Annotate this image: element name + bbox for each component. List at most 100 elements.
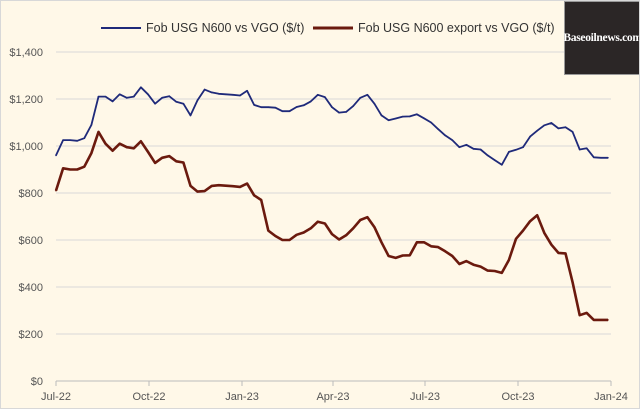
data-point: [217, 184, 220, 187]
data-point: [317, 93, 319, 96]
data-point: [267, 106, 270, 109]
data-point: [578, 148, 581, 151]
data-point: [168, 155, 171, 157]
data-point: [515, 238, 517, 240]
data-point: [97, 95, 100, 98]
data-point: [210, 91, 213, 94]
data-point: [55, 154, 57, 157]
data-point: [324, 222, 326, 225]
data-point: [522, 146, 524, 148]
data-point: [69, 139, 71, 141]
data-point: [508, 259, 510, 261]
data-point: [125, 97, 128, 99]
data-point: [246, 182, 248, 185]
data-point: [430, 121, 432, 124]
data-point: [536, 129, 539, 132]
data-point: [373, 102, 376, 105]
data-point: [154, 102, 156, 105]
data-point: [593, 319, 595, 321]
data-point: [564, 252, 567, 255]
data-point: [458, 263, 461, 265]
x-tick-label: Oct-22: [132, 391, 165, 403]
data-point: [366, 93, 369, 96]
y-tick-label: $400: [19, 282, 43, 294]
y-tick-label: $1,200: [9, 94, 43, 106]
gridlines: [56, 51, 611, 382]
data-point: [239, 186, 241, 188]
data-point: [281, 110, 284, 113]
data-point: [465, 260, 468, 262]
data-point: [585, 312, 588, 314]
data-point: [83, 137, 86, 140]
data-point: [317, 220, 319, 223]
data-point: [133, 147, 135, 150]
x-tick-label: Jan-23: [225, 391, 259, 403]
data-point: [260, 199, 263, 201]
data-point: [111, 149, 114, 152]
data-point: [536, 214, 539, 217]
data-point: [324, 96, 326, 98]
data-point: [437, 128, 439, 130]
data-point: [423, 241, 425, 244]
data-point: [175, 101, 178, 103]
x-tick-label: Jul-23: [410, 391, 440, 403]
x-tick-label: Oct-23: [501, 391, 534, 403]
data-point: [133, 95, 135, 98]
data-point: [182, 161, 185, 164]
data-point: [118, 93, 121, 96]
data-point: [444, 134, 447, 137]
data-point: [140, 86, 142, 89]
y-tick-label: $600: [19, 235, 43, 247]
data-point: [260, 106, 263, 109]
data-point: [359, 97, 362, 99]
data-point: [62, 167, 64, 170]
data-point: [288, 239, 291, 241]
data-point: [90, 124, 93, 126]
data-point: [274, 106, 277, 109]
data-point: [593, 156, 595, 159]
data-point: [401, 254, 404, 257]
y-tick-label: $1,400: [9, 47, 43, 59]
data-point: [189, 185, 192, 187]
data-point: [62, 139, 64, 141]
data-point: [550, 122, 553, 124]
data-point: [557, 252, 560, 254]
data-point: [69, 168, 71, 171]
data-point: [571, 281, 574, 284]
data-point: [416, 113, 418, 116]
data-point: [83, 165, 86, 168]
data-point: [550, 243, 553, 246]
data-point: [203, 88, 206, 91]
data-point: [451, 255, 454, 257]
data-point: [486, 154, 489, 157]
data-point: [607, 156, 609, 159]
data-point: [104, 142, 107, 145]
x-axis-ticks: Jul-22 Oct-22 Jan-23 Apr-23 Jul-23 Oct-23 Jan-…: [41, 381, 628, 403]
data-point: [543, 232, 546, 234]
data-point: [309, 227, 312, 230]
data-point: [366, 216, 369, 219]
data-point: [557, 127, 560, 130]
data-point: [97, 131, 100, 133]
data-point: [203, 190, 206, 192]
data-point: [465, 144, 468, 146]
series-line-n600-export: [54, 130, 608, 322]
data-point: [76, 140, 79, 142]
data-point: [585, 147, 588, 150]
data-point: [380, 241, 383, 244]
logo-text: Baseoilnews.com: [563, 32, 640, 44]
data-point: [543, 124, 546, 127]
data-point: [232, 185, 234, 187]
data-point: [571, 131, 574, 133]
data-point: [288, 110, 291, 113]
data-point: [387, 119, 390, 121]
data-point: [331, 233, 333, 235]
data-point: [359, 219, 362, 221]
data-point: [147, 151, 149, 153]
data-point: [345, 234, 347, 237]
data-point: [175, 160, 178, 163]
x-tick-label: Apr-23: [316, 391, 349, 403]
data-point: [217, 93, 220, 95]
data-point: [253, 194, 255, 197]
